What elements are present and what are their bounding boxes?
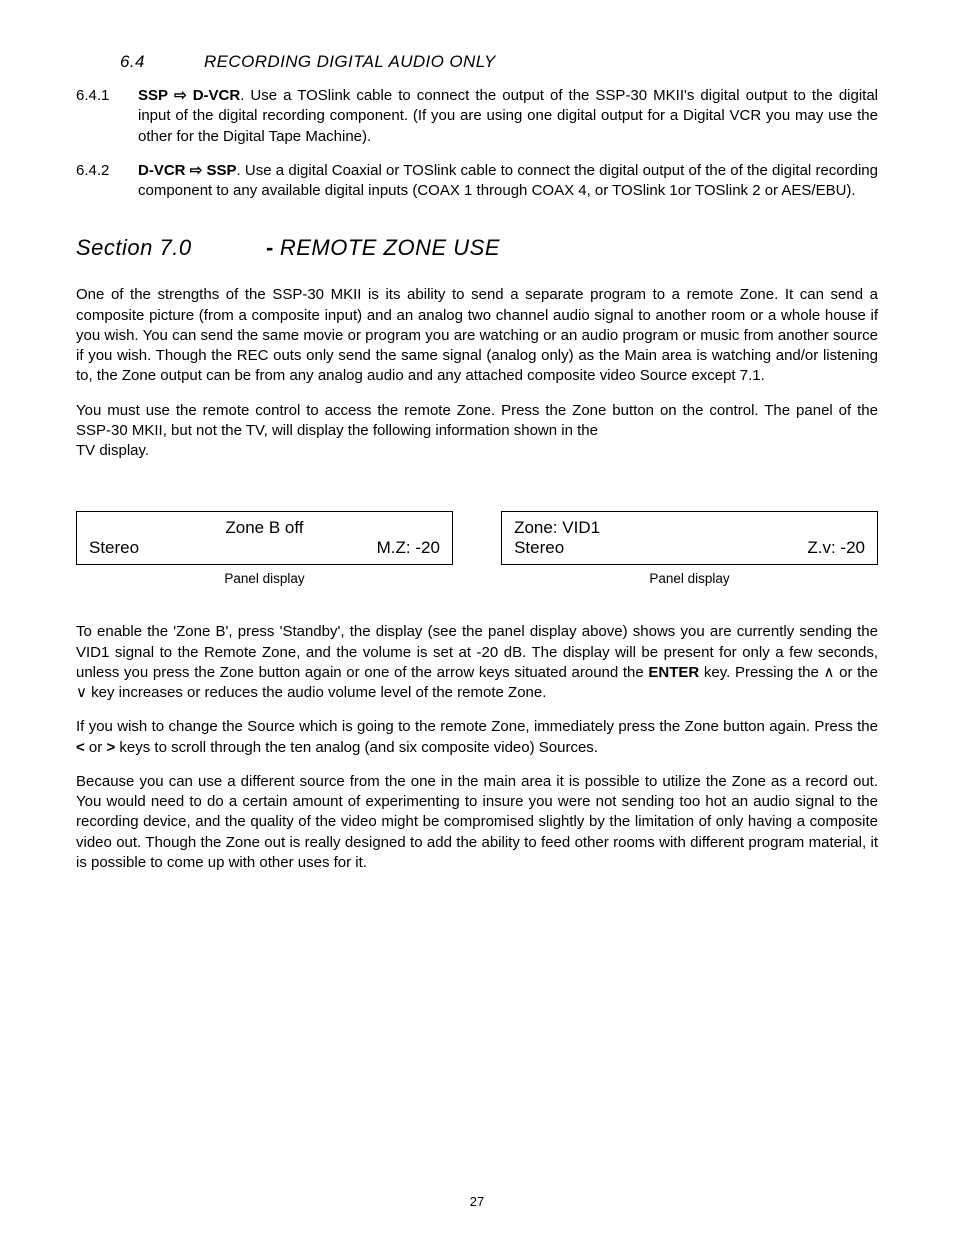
up-arrow-icon: ∧ xyxy=(824,664,835,681)
paragraph-text: or xyxy=(85,739,107,756)
item-number: 6.4.1 xyxy=(76,86,138,147)
page: 6.4 RECORDING DIGITAL AUDIO ONLY 6.4.1 S… xyxy=(0,0,954,1235)
panel-display-box: Zone: VID1 Stereo Z.v: -20 xyxy=(501,511,878,565)
arrow-icon: ⇨ xyxy=(190,162,203,179)
paragraph-text: You must use the remote control to acces… xyxy=(76,402,878,439)
numbered-item: 6.4.1 SSP ⇨ D-VCR. Use a TOSlink cable t… xyxy=(76,86,878,147)
lead-term: SSP xyxy=(207,162,237,179)
arrow-icon: ⇨ xyxy=(174,87,187,104)
paragraph-text: key increases or reduces the audio volum… xyxy=(87,684,546,701)
paragraph-text: If you wish to change the Source which i… xyxy=(76,718,878,735)
subsection-number: 6.4 xyxy=(120,52,204,72)
item-text: . Use a digital Coaxial or TOSlink cable… xyxy=(138,162,878,199)
section-heading: Section 7.0 -REMOTE ZONE USE xyxy=(76,235,878,261)
item-body: SSP ⇨ D-VCR. Use a TOSlink cable to conn… xyxy=(138,86,878,147)
panel-left-column: Zone B off Stereo M.Z: -20 Panel display xyxy=(76,511,453,586)
section-title-label: REMOTE ZONE USE xyxy=(280,235,500,260)
lead-term: SSP xyxy=(138,87,168,104)
paragraph-text: keys to scroll through the ten analog (a… xyxy=(115,739,598,756)
panel-line2-left: Stereo xyxy=(89,538,139,558)
panel-line1: Zone: VID1 xyxy=(514,518,865,538)
section-number: Section 7.0 xyxy=(76,235,266,261)
key-label: < xyxy=(76,739,85,756)
paragraph: Because you can use a different source f… xyxy=(76,772,878,873)
paragraph: To enable the 'Zone B', press 'Standby',… xyxy=(76,622,878,703)
paragraph: If you wish to change the Source which i… xyxy=(76,717,878,758)
panel-right-column: Zone: VID1 Stereo Z.v: -20 Panel display xyxy=(501,511,878,586)
paragraph: You must use the remote control to acces… xyxy=(76,401,878,462)
numbered-item: 6.4.2 D-VCR ⇨ SSP. Use a digital Coaxial… xyxy=(76,161,878,202)
paragraph: One of the strengths of the SSP-30 MKII … xyxy=(76,285,878,386)
panel-line2-right: Z.v: -20 xyxy=(807,538,865,558)
item-number: 6.4.2 xyxy=(76,161,138,202)
section-title-text: -REMOTE ZONE USE xyxy=(266,235,500,261)
key-label: ENTER xyxy=(648,664,699,681)
paragraph-text: key. Pressing the xyxy=(699,664,823,681)
subsection-heading: 6.4 RECORDING DIGITAL AUDIO ONLY xyxy=(76,52,878,72)
paragraph-text: or the xyxy=(834,664,878,681)
dash-icon: - xyxy=(266,235,274,260)
paragraph-text: TV display. xyxy=(76,442,149,459)
panel-line1: Zone B off xyxy=(89,518,440,538)
panel-line2: Stereo M.Z: -20 xyxy=(89,538,440,558)
subsection-title: RECORDING DIGITAL AUDIO ONLY xyxy=(204,52,496,72)
item-text: . Use a TOSlink cable to connect the out… xyxy=(138,87,878,145)
panel-line2-left: Stereo xyxy=(514,538,564,558)
page-number: 27 xyxy=(0,1194,954,1209)
lead-term: D-VCR xyxy=(138,162,186,179)
key-label: > xyxy=(106,739,115,756)
panel-displays-row: Zone B off Stereo M.Z: -20 Panel display… xyxy=(76,511,878,586)
item-body: D-VCR ⇨ SSP. Use a digital Coaxial or TO… xyxy=(138,161,878,202)
panel-line2: Stereo Z.v: -20 xyxy=(514,538,865,558)
panel-display-box: Zone B off Stereo M.Z: -20 xyxy=(76,511,453,565)
down-arrow-icon: ∨ xyxy=(76,684,87,701)
lead-term: D-VCR xyxy=(193,87,241,104)
panel-caption: Panel display xyxy=(224,571,304,586)
panel-caption: Panel display xyxy=(649,571,729,586)
panel-line2-right: M.Z: -20 xyxy=(377,538,440,558)
